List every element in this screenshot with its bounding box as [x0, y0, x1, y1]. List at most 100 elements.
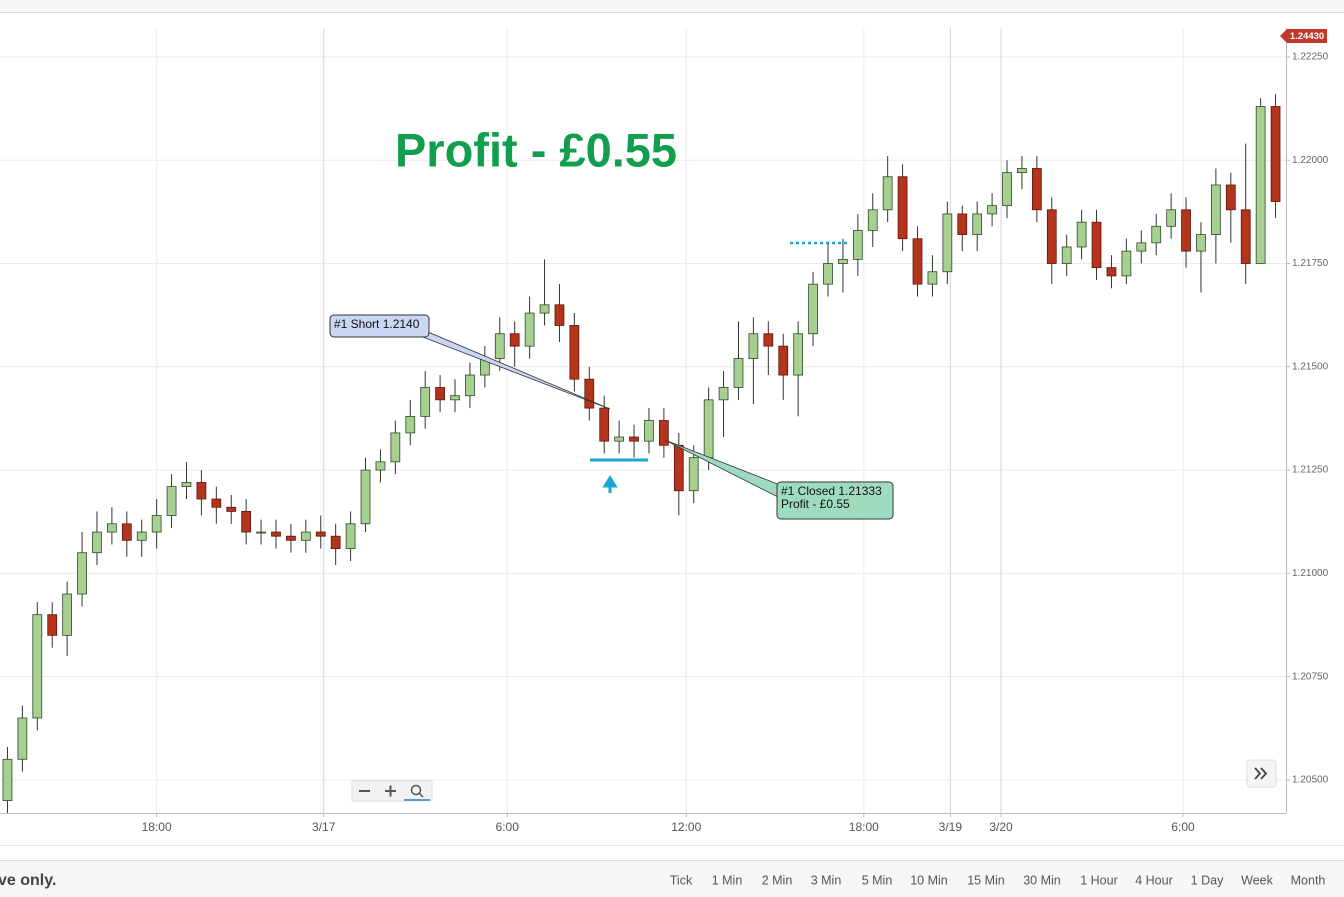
- closed-callout-label: #1 Closed 1.21333: [781, 484, 882, 498]
- candle-body: [47, 614, 58, 636]
- candle-body: [554, 304, 565, 326]
- candle-body: [673, 444, 684, 492]
- zoom-controls: [351, 780, 433, 802]
- candle-body: [375, 461, 386, 471]
- timeframe-button[interactable]: Week: [1241, 873, 1273, 887]
- scroll-right-button[interactable]: [1246, 759, 1277, 788]
- price-tag-label: 1.24430: [1290, 31, 1324, 42]
- candle-body: [1136, 242, 1147, 252]
- footer-text: ve only.: [0, 872, 56, 889]
- short-callout-box: [329, 314, 430, 338]
- zoom-reset-button[interactable]: [404, 784, 430, 801]
- candle-body: [524, 312, 535, 347]
- candle-body: [1002, 172, 1012, 207]
- timeframe-button[interactable]: 15 Min: [967, 873, 1005, 887]
- y-tick-label: 1.20750: [1292, 671, 1329, 682]
- candle-body: [211, 498, 222, 508]
- candle-body: [271, 531, 281, 537]
- candle-body: [972, 213, 983, 235]
- candle-body: [1255, 106, 1266, 264]
- candle-body: [644, 420, 654, 442]
- candle-body: [330, 535, 341, 549]
- candle-body: [1151, 225, 1162, 244]
- candle-body: [942, 213, 953, 273]
- candle-body: [286, 535, 296, 541]
- candle-body: [733, 358, 744, 388]
- candle-body: [1121, 250, 1132, 277]
- candle-body: [1017, 168, 1027, 174]
- timeframe-button[interactable]: 1 Day: [1191, 873, 1224, 887]
- candle-body: [599, 407, 610, 442]
- candle-body: [763, 333, 774, 347]
- candle-body: [465, 374, 475, 397]
- y-tick-label: 1.20500: [1292, 775, 1329, 786]
- timeframe-button[interactable]: Tick: [670, 873, 693, 887]
- candle-body: [435, 387, 445, 401]
- candle-body: [718, 387, 729, 401]
- candle-body: [778, 345, 789, 376]
- candle-body: [569, 325, 580, 380]
- candle-body: [420, 387, 431, 417]
- candle-body: [614, 436, 625, 442]
- timeframe-buttons: Tick 1 Min 2 Min 3 Min 5 Min 10 Min 15 Min 30 M…: [670, 873, 1326, 887]
- candle-body: [1106, 267, 1117, 277]
- candle-body: [92, 531, 102, 554]
- candle-body: [1166, 209, 1177, 227]
- candle-body: [509, 333, 520, 347]
- candle-body: [300, 531, 311, 541]
- candle-body: [1061, 246, 1072, 264]
- candle-body: [852, 230, 863, 260]
- timeframe-button[interactable]: 10 Min: [910, 873, 948, 887]
- candle-body: [1181, 209, 1191, 252]
- grid: [0, 28, 1286, 813]
- y-tick-label: 1.21500: [1292, 361, 1329, 372]
- candle-body: [17, 717, 28, 760]
- candle-body: [1076, 221, 1087, 248]
- candle-body: [1211, 184, 1221, 235]
- candle-body: [450, 395, 460, 401]
- timeframe-button[interactable]: 5 Min: [862, 873, 893, 887]
- profit-title: Profit - £0.55: [395, 123, 677, 176]
- timeframe-button[interactable]: 30 Min: [1023, 873, 1061, 887]
- candle-body: [166, 486, 177, 516]
- y-tick-label: 1.21000: [1292, 568, 1329, 579]
- y-tick-label: 1.21750: [1292, 258, 1329, 269]
- x-tick-label: 3/17: [312, 820, 336, 834]
- candle-body: [897, 176, 908, 240]
- candle-body: [77, 552, 87, 595]
- y-tick-label: 1.21250: [1292, 465, 1329, 476]
- candle-body: [659, 420, 669, 446]
- x-tick-label: 12:00: [671, 820, 701, 834]
- candle-body: [345, 523, 356, 549]
- candle-body: [584, 378, 595, 409]
- price-tag-shape: [1280, 29, 1327, 43]
- candle-body: [494, 333, 505, 359]
- candle-body: [1031, 168, 1042, 211]
- candle-body: [987, 205, 997, 215]
- x-tick-label: 18:00: [142, 820, 172, 834]
- candle-body: [539, 304, 550, 314]
- y-tick-label: 1.22000: [1292, 155, 1329, 166]
- x-tick-label: 6:00: [496, 820, 520, 834]
- candle-body: [32, 614, 43, 719]
- candle-body: [405, 415, 416, 434]
- timeframe-button[interactable]: 1 Hour: [1080, 873, 1118, 887]
- x-tick-label: 3/19: [939, 820, 963, 834]
- candle-body: [793, 333, 804, 376]
- candle-body: [136, 531, 147, 541]
- x-tick-label: 18:00: [849, 820, 879, 834]
- timeframe-button[interactable]: 1 Min: [712, 873, 743, 887]
- candle-body: [62, 593, 73, 636]
- candle-body: [181, 482, 192, 488]
- candle-body: [882, 176, 893, 211]
- timeframe-button[interactable]: 3 Min: [811, 873, 842, 887]
- zoom-in-button[interactable]: [385, 785, 396, 797]
- timeframe-button[interactable]: Month: [1291, 873, 1326, 887]
- timeframe-button[interactable]: 4 Hour: [1135, 873, 1173, 887]
- candle-body: [703, 399, 714, 459]
- timeframe-button[interactable]: 2 Min: [762, 873, 793, 887]
- y-tick-label: 1.22250: [1292, 52, 1329, 63]
- top-bar: [0, 0, 1344, 12]
